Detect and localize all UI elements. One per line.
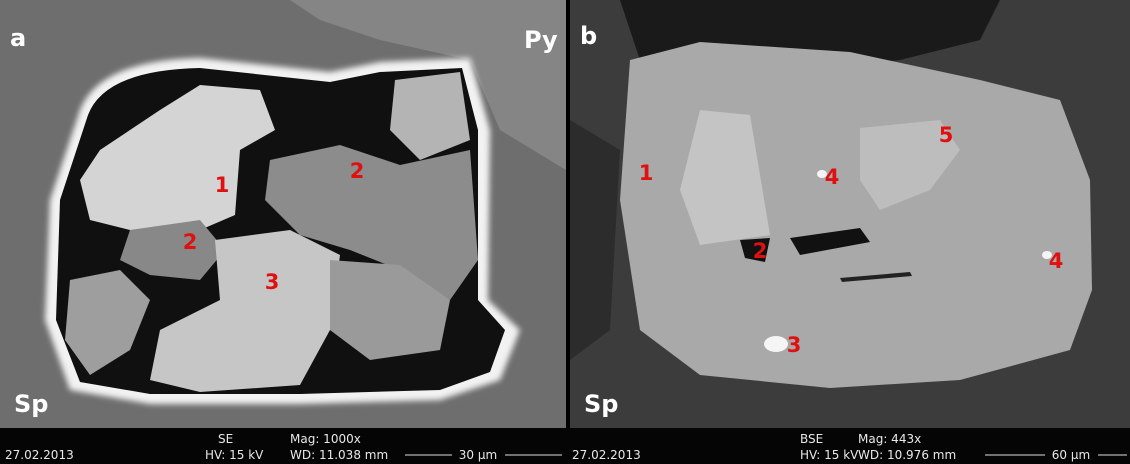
working-distance: WD: 11.038 mm [290, 448, 388, 462]
phase-label: 1 [215, 173, 230, 197]
detector: SE [218, 432, 233, 446]
voltage: HV: 15 kV [800, 448, 859, 462]
phase-label: 5 [939, 123, 954, 147]
working-distance: WD: 10.976 mm [858, 448, 956, 462]
panel-b: b Sp 1 4 5 2 4 3 [570, 0, 1130, 428]
magnification: Mag: 1000x [290, 432, 361, 446]
panel-label: a [10, 24, 26, 52]
phase-label: 2 [183, 230, 198, 254]
mineral-label: Py [524, 26, 558, 54]
voltage: HV: 15 kV [205, 448, 264, 462]
detector: BSE [800, 432, 823, 446]
mineral-label: Sp [14, 390, 48, 418]
phase-label: 3 [787, 333, 802, 357]
scale-label: 60 µm [1052, 448, 1090, 462]
phase-label: 4 [825, 165, 840, 189]
phase-label: 3 [265, 270, 280, 294]
footer-a: 27.02.2013 SE HV: 15 kV Mag: 1000x WD: 1… [0, 428, 566, 464]
phase-label: 2 [753, 239, 768, 263]
footer-b: 27.02.2013 BSE HV: 15 kV Mag: 443x WD: 1… [566, 428, 1130, 464]
panel-label: b [580, 22, 597, 50]
date: 27.02.2013 [5, 448, 74, 462]
phase-label: 4 [1049, 249, 1064, 273]
phase-3-grain [764, 336, 788, 352]
date: 27.02.2013 [572, 448, 641, 462]
mineral-label: Sp [584, 390, 618, 418]
panel-a: a Py Sp 1 2 2 3 [0, 0, 566, 428]
micrograph-figure: a Py Sp 1 2 2 3 b Sp 1 4 5 2 4 3 27.02.2… [0, 0, 1130, 464]
scale-label: 30 µm [459, 448, 497, 462]
phase-label: 2 [350, 159, 365, 183]
magnification: Mag: 443x [858, 432, 921, 446]
phase-label: 1 [639, 161, 654, 185]
